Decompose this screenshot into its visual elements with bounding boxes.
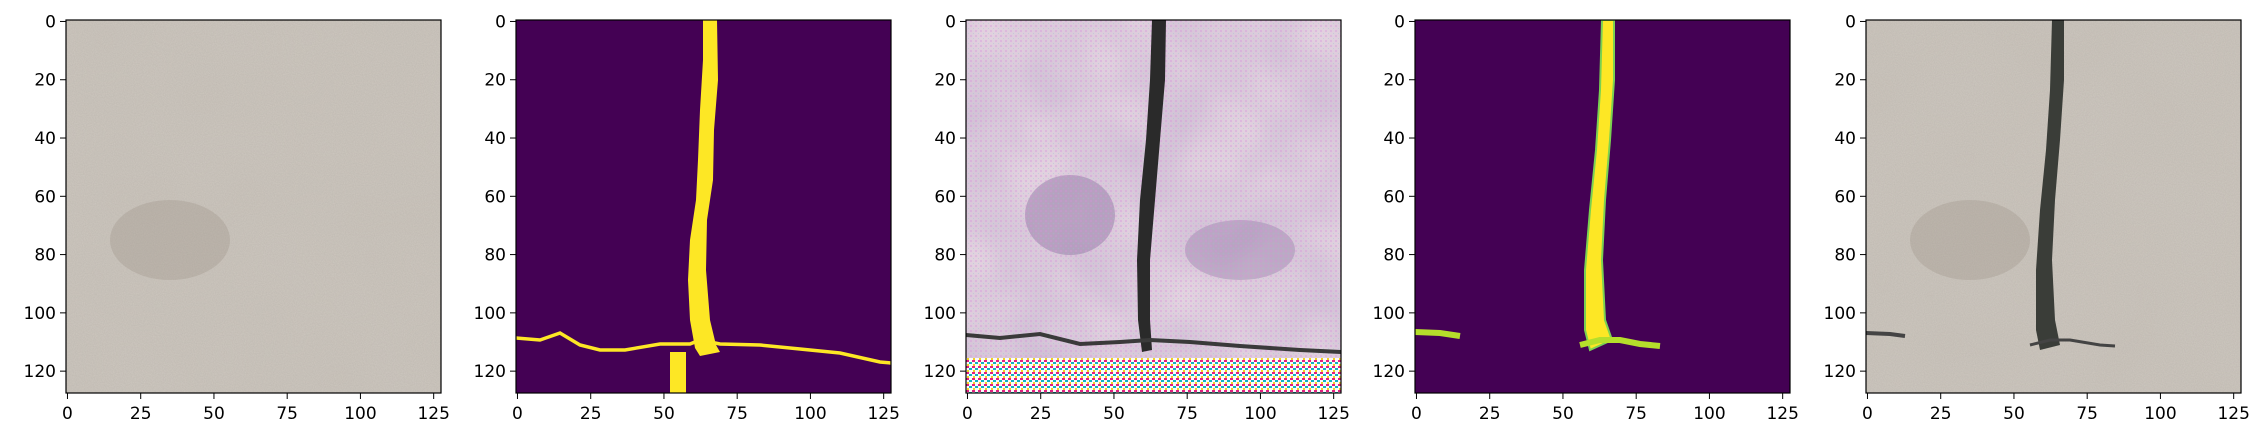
x-tick-label: 100 xyxy=(2144,404,2176,424)
axes-layer: 0 25 50 75 100 125 0 20 40 60 80 100 120 0 25 50 75 100 12… xyxy=(24,12,2250,424)
x-tick-label: 25 xyxy=(1930,404,1952,424)
y-tick-label: 120 xyxy=(24,362,56,382)
y-tick-label: 20 xyxy=(934,71,956,91)
y-tick-label: 60 xyxy=(1834,187,1856,207)
y-tick-label: 60 xyxy=(1383,187,1405,207)
x-tick-label: 0 xyxy=(1411,404,1422,424)
y-tick-label: 40 xyxy=(1834,129,1856,149)
x-tick-label: 125 xyxy=(417,404,449,424)
x-tick-label: 125 xyxy=(1317,404,1349,424)
x-tick-label: 125 xyxy=(867,404,899,424)
x-tick-label: 0 xyxy=(1862,404,1873,424)
x-tick-label: 125 xyxy=(1766,404,1798,424)
x-tick-label: 75 xyxy=(1625,404,1647,424)
x-tick-label: 0 xyxy=(512,404,523,424)
y-tick-label: 20 xyxy=(484,71,506,91)
y-tick-label: 80 xyxy=(484,246,506,266)
y-tick-label: 100 xyxy=(1373,304,1405,324)
y-tick-label: 100 xyxy=(474,304,506,324)
y-tick-label: 0 xyxy=(495,12,506,32)
y-tick-label: 100 xyxy=(924,304,956,324)
x-tick-label: 125 xyxy=(2217,404,2249,424)
input-texture-image xyxy=(66,20,441,393)
y-tick-label: 80 xyxy=(934,246,956,266)
x-tick-label: 25 xyxy=(1479,404,1501,424)
x-tick-label: 100 xyxy=(1693,404,1725,424)
crack-mask-panel xyxy=(515,19,892,394)
x-tick-label: 25 xyxy=(130,404,152,424)
x-tick-label: 50 xyxy=(1103,404,1125,424)
x-tick-label: 0 xyxy=(962,404,973,424)
y-tick-label: 120 xyxy=(924,362,956,382)
panel-1-axes: 0 25 50 75 100 125 0 20 40 60 80 100 120 xyxy=(24,12,450,424)
y-tick-label: 120 xyxy=(474,362,506,382)
crack-mask-image xyxy=(516,20,891,393)
y-tick-label: 60 xyxy=(484,187,506,207)
x-tick-label: 100 xyxy=(344,404,376,424)
x-tick-label: 50 xyxy=(1552,404,1574,424)
y-tick-label: 80 xyxy=(34,246,56,266)
y-tick-label: 80 xyxy=(1383,246,1405,266)
y-tick-label: 0 xyxy=(45,12,56,32)
predicted-mask-panel xyxy=(1414,19,1791,394)
y-tick-label: 40 xyxy=(1383,129,1405,149)
y-tick-label: 100 xyxy=(24,304,56,324)
y-tick-label: 40 xyxy=(34,129,56,149)
x-tick-label: 75 xyxy=(1176,404,1198,424)
x-tick-label: 50 xyxy=(653,404,675,424)
panel-2-axes: 0 25 50 75 100 125 0 20 40 60 80 100 120 xyxy=(474,12,900,424)
y-tick-label: 0 xyxy=(945,12,956,32)
generated-output-panel xyxy=(965,19,1342,394)
y-tick-label: 60 xyxy=(934,187,956,207)
y-tick-label: 40 xyxy=(934,129,956,149)
y-tick-label: 80 xyxy=(1834,246,1856,266)
x-tick-label: 25 xyxy=(1030,404,1052,424)
x-tick-label: 100 xyxy=(1244,404,1276,424)
x-tick-label: 75 xyxy=(2076,404,2098,424)
panel-3-axes: 0 25 50 75 100 125 0 20 40 60 80 100 120 xyxy=(924,12,1350,424)
x-tick-label: 75 xyxy=(276,404,298,424)
y-tick-label: 20 xyxy=(1834,71,1856,91)
x-tick-label: 50 xyxy=(203,404,225,424)
y-tick-label: 20 xyxy=(34,71,56,91)
input-texture-panel xyxy=(65,19,442,394)
y-tick-label: 120 xyxy=(1824,362,1856,382)
composited-result-panel xyxy=(1865,19,2242,394)
x-tick-label: 0 xyxy=(62,404,73,424)
panel-5-axes: 0 25 50 75 100 125 0 20 40 60 80 100 120 xyxy=(1824,12,2250,424)
panel-4-axes: 0 25 50 75 100 125 0 20 40 60 80 100 120 xyxy=(1373,12,1799,424)
x-tick-label: 75 xyxy=(726,404,748,424)
y-tick-label: 0 xyxy=(1845,12,1856,32)
generated-output-image xyxy=(966,20,1341,393)
x-tick-label: 25 xyxy=(580,404,602,424)
composited-result-image xyxy=(1866,20,2241,393)
predicted-mask-image xyxy=(1415,20,1790,393)
y-tick-label: 60 xyxy=(34,187,56,207)
y-tick-label: 40 xyxy=(484,129,506,149)
y-tick-label: 120 xyxy=(1373,362,1405,382)
y-tick-label: 20 xyxy=(1383,71,1405,91)
y-tick-label: 0 xyxy=(1394,12,1405,32)
x-tick-label: 50 xyxy=(2003,404,2025,424)
x-tick-label: 100 xyxy=(794,404,826,424)
y-tick-label: 100 xyxy=(1824,304,1856,324)
